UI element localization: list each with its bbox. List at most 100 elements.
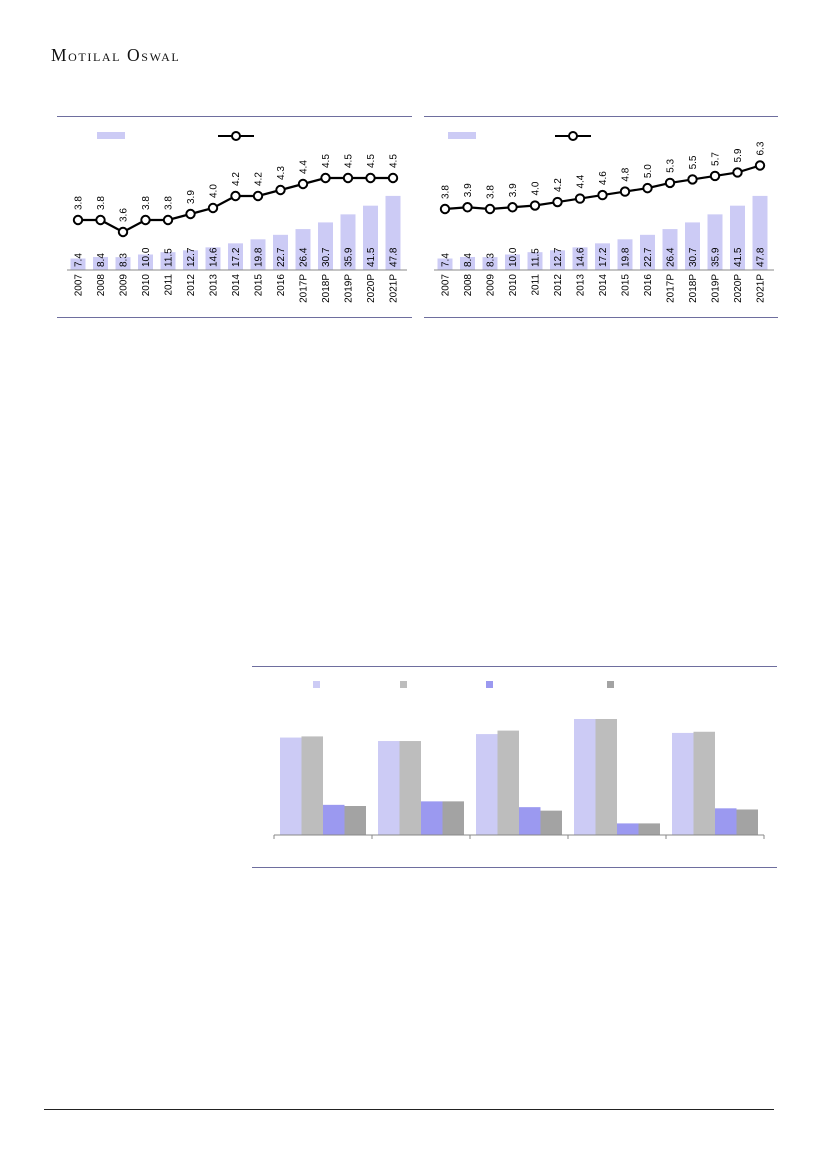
chart2-line-label: 6.3: [756, 141, 767, 155]
chart3-legend-swatch: [400, 681, 407, 688]
chart2-line-point: [619, 186, 631, 197]
chart2-line-label: 5.0: [643, 164, 654, 178]
chart3-legend-swatch: [607, 681, 614, 688]
chart2-bar-label: 8.4: [463, 253, 474, 267]
chart2-line-point: [529, 200, 541, 211]
chart1-bar-label: 41.5: [366, 247, 377, 267]
chart1-bar-label: 8.3: [119, 253, 130, 267]
chart2-x-tick-label: 2015: [621, 274, 632, 297]
chart1-x-tick-label: 2020P: [366, 274, 377, 303]
chart2-bar: [595, 243, 610, 270]
chart2-line-label: 5.7: [711, 152, 722, 166]
chart1-bar-label: 11.5: [164, 248, 175, 267]
chart2-line-label: 5.5: [688, 155, 699, 169]
chart2-bar: [662, 229, 678, 270]
chart1-line-label: 3.6: [119, 208, 130, 222]
chart3-bar: [280, 737, 302, 835]
chart2-line-label: 4.2: [553, 178, 564, 192]
chart2-line-point: [754, 160, 766, 171]
chart1-line-point: [320, 172, 331, 184]
chart1-line-point: [162, 214, 174, 226]
chart1-bar: [70, 258, 86, 270]
chart1-x-tick-label: 2014: [231, 274, 242, 297]
chart2-bar: [707, 214, 723, 270]
chart1-bar: [250, 239, 266, 270]
chart1-bar-label: 8.4: [96, 253, 107, 267]
chart3-bar: [497, 730, 519, 835]
chart3-bar: [442, 801, 464, 835]
chart2-line-label: 4.4: [576, 174, 587, 188]
chart1-x-tick-label: 2008: [96, 274, 107, 297]
chart1-line-label: 4.4: [299, 160, 310, 174]
chart2-bar-label: 30.7: [688, 247, 699, 267]
chart1-line-label: 4.2: [231, 172, 242, 186]
chart2-bar: [730, 205, 745, 270]
chart2-bar-label: 47.8: [756, 247, 767, 267]
chart2-x-tick-label: 2018P: [688, 274, 699, 303]
chart2-bar: [752, 195, 768, 270]
chart1-bar: [340, 214, 356, 270]
chart1-bar-label: 14.6: [209, 247, 220, 267]
chart3-bar: [638, 823, 660, 835]
chart1-bar-label: 35.9: [344, 247, 355, 267]
chart2-line-point: [687, 174, 698, 185]
chart1-bar-label: 7.4: [74, 253, 85, 267]
chart1-bar-label: 19.8: [254, 247, 265, 267]
chart1-line-point: [230, 190, 241, 202]
chart3-bar: [476, 734, 498, 835]
chart1-x-tick-label: 2007: [74, 274, 85, 297]
chart3-bar: [519, 807, 541, 835]
chart3-bar: [421, 801, 443, 835]
chart3-panel: [252, 667, 777, 867]
chart2-x-tick-label: 2012: [553, 274, 564, 297]
chart1-bar: [228, 243, 243, 270]
chart1-line-label: 4.0: [209, 184, 220, 198]
chart1-line-point: [185, 208, 196, 220]
chart1-line-point: [72, 214, 84, 226]
chart1-bar: [318, 222, 333, 270]
chart2-line-label: 4.0: [531, 181, 542, 195]
chart2-x-tick-label: 2011: [531, 274, 542, 296]
chart2-line-label: 3.8: [441, 185, 452, 199]
chart1-line-label: 4.5: [321, 154, 332, 168]
chart3-bar: [693, 731, 715, 835]
chart2-line-point: [439, 203, 451, 215]
chart1-line-label: 4.3: [276, 166, 287, 180]
motilal-oswal-logo: Motilal Oswal: [51, 45, 181, 65]
chart1-bar-label: 10.0: [141, 247, 152, 267]
chart1-bar-label: 30.7: [321, 247, 332, 267]
chart2-line-point: [597, 189, 608, 201]
chart2-line-label: 4.8: [621, 167, 632, 181]
chart2-line-point: [642, 182, 653, 194]
chart1-x-tick-label: 2017P: [299, 274, 310, 303]
chart2-x-tick-label: 2007: [441, 274, 452, 297]
chart1-bar: [385, 195, 401, 270]
chart2-bar: [437, 258, 453, 270]
chart2-line-label: 5.3: [666, 159, 677, 173]
chart3-bar: [399, 741, 421, 835]
chart1-bar: [295, 229, 311, 270]
chart2-x-tick-label: 2013: [576, 274, 587, 297]
chart3-bar: [715, 808, 737, 835]
chart1-line-point: [275, 184, 286, 196]
chart3-bar: [301, 736, 323, 835]
chart1-bar-label: 22.7: [276, 247, 287, 267]
chart1-bar: [138, 254, 153, 270]
chart1-line-label: 3.9: [186, 190, 197, 204]
chart1-x-tick-label: 2010: [141, 274, 152, 297]
chart2-x-tick-label: 2016: [643, 274, 654, 297]
chart2-bar-label: 14.6: [576, 247, 587, 267]
chart2-bar-label: 10.0: [508, 247, 519, 267]
chart2-line-point: [507, 202, 518, 213]
chart1-bar-label: 12.7: [186, 247, 197, 267]
chart2-bar: [505, 254, 520, 270]
chart2-bar: [550, 250, 565, 270]
chart1-top-rule: [57, 116, 412, 117]
chart1-bar: [205, 247, 221, 270]
chart1-bar: [160, 252, 176, 270]
chart2-line-point: [552, 196, 563, 208]
chart1-bar: [183, 250, 198, 270]
chart1-bar-label: 17.2: [231, 247, 242, 267]
chart1-x-tick-label: 2016: [276, 274, 287, 297]
chart2-x-tick-label: 2019P: [711, 274, 722, 303]
